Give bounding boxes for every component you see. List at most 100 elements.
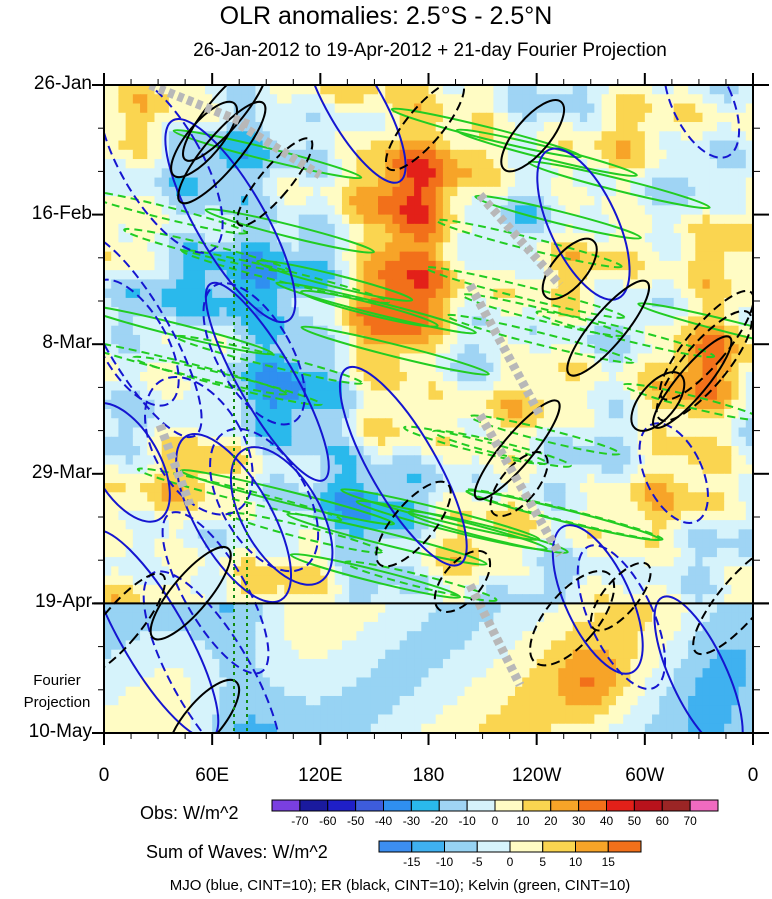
field-cell <box>399 371 408 382</box>
field-cell <box>457 297 466 308</box>
field-cell <box>313 251 321 262</box>
field-cell <box>320 455 329 466</box>
field-cell <box>392 483 401 493</box>
field-cell <box>565 279 574 290</box>
field-cell <box>666 557 675 567</box>
field-cell <box>183 325 192 336</box>
field-cell <box>601 214 610 225</box>
field-cell <box>738 381 747 392</box>
field-cell <box>298 547 307 558</box>
field-cell <box>486 344 494 355</box>
field-cell <box>673 260 682 271</box>
field-cell <box>637 427 646 438</box>
field-cell <box>349 149 357 160</box>
field-cell <box>716 205 725 216</box>
field-cell <box>197 538 206 549</box>
field-cell <box>745 510 753 521</box>
field-cell <box>363 223 372 234</box>
field-cell <box>673 566 682 577</box>
field-cell <box>724 279 732 290</box>
field-cell <box>154 159 163 169</box>
field-cell <box>176 325 184 336</box>
field-cell <box>341 103 350 114</box>
field-cell <box>680 464 689 475</box>
field-cell <box>176 501 184 512</box>
field-cell <box>709 464 718 475</box>
field-cell <box>104 418 112 429</box>
field-cell <box>104 177 112 188</box>
field-cell <box>341 316 350 327</box>
field-cell <box>623 214 632 225</box>
field-cell <box>486 390 494 401</box>
field-cell <box>204 149 213 160</box>
field-cell <box>731 168 740 179</box>
field-cell <box>709 538 718 549</box>
field-cell <box>493 316 502 327</box>
field-cell <box>478 177 487 188</box>
field-cell <box>731 325 740 336</box>
field-cell <box>320 149 329 160</box>
field-cell <box>659 399 668 410</box>
field-cell <box>688 529 696 540</box>
field-cell <box>695 168 704 179</box>
field-cell <box>724 112 732 123</box>
field-cell <box>219 297 228 308</box>
field-cell <box>118 288 127 299</box>
field-cell <box>399 566 408 577</box>
field-cell <box>262 242 271 253</box>
field-cell <box>269 520 278 530</box>
field-cell <box>695 186 704 197</box>
field-cell <box>551 473 559 484</box>
field-cell <box>551 122 559 132</box>
field-cell <box>248 103 257 114</box>
field-cell <box>414 381 422 392</box>
field-cell <box>630 584 639 595</box>
field-cell <box>212 122 220 132</box>
field-cell <box>587 557 595 567</box>
field-cell <box>623 122 632 132</box>
field-cell <box>515 325 523 336</box>
field-cell <box>666 584 675 595</box>
field-cell <box>161 233 170 243</box>
field-cell <box>248 399 257 410</box>
field-cell <box>579 149 588 160</box>
field-cell <box>291 594 300 604</box>
field-cell <box>652 242 660 253</box>
field-cell <box>536 168 545 179</box>
field-cell <box>363 214 372 225</box>
field-cell <box>551 538 559 549</box>
field-cell <box>183 103 192 114</box>
field-cell <box>414 409 422 419</box>
field-cell <box>118 94 127 105</box>
field-cell <box>161 149 170 160</box>
field-cell <box>673 325 682 336</box>
field-cell <box>414 94 422 105</box>
field-cell <box>608 214 617 225</box>
field-cell <box>724 94 732 105</box>
field-cell <box>666 214 675 225</box>
field-cell <box>154 547 163 558</box>
field-cell <box>356 353 365 364</box>
field-cell <box>724 520 732 530</box>
field-cell <box>688 205 696 216</box>
field-cell <box>716 186 725 197</box>
field-cell <box>320 186 329 197</box>
field-cell <box>428 177 437 188</box>
field-cell <box>154 186 163 197</box>
field-cell <box>204 297 213 308</box>
field-cell <box>414 566 422 577</box>
field-cell <box>118 149 127 160</box>
field-cell <box>248 575 257 586</box>
field-cell <box>197 103 206 114</box>
field-cell <box>457 427 466 438</box>
field-cell <box>414 446 422 456</box>
field-cell <box>183 520 192 530</box>
field-cell <box>132 510 141 521</box>
field-cell <box>652 251 660 262</box>
field-cell <box>543 149 552 160</box>
field-cell <box>572 140 581 151</box>
field-cell <box>421 103 430 114</box>
field-cell <box>464 94 473 105</box>
field-cell <box>637 270 646 280</box>
field-cell <box>341 112 350 123</box>
